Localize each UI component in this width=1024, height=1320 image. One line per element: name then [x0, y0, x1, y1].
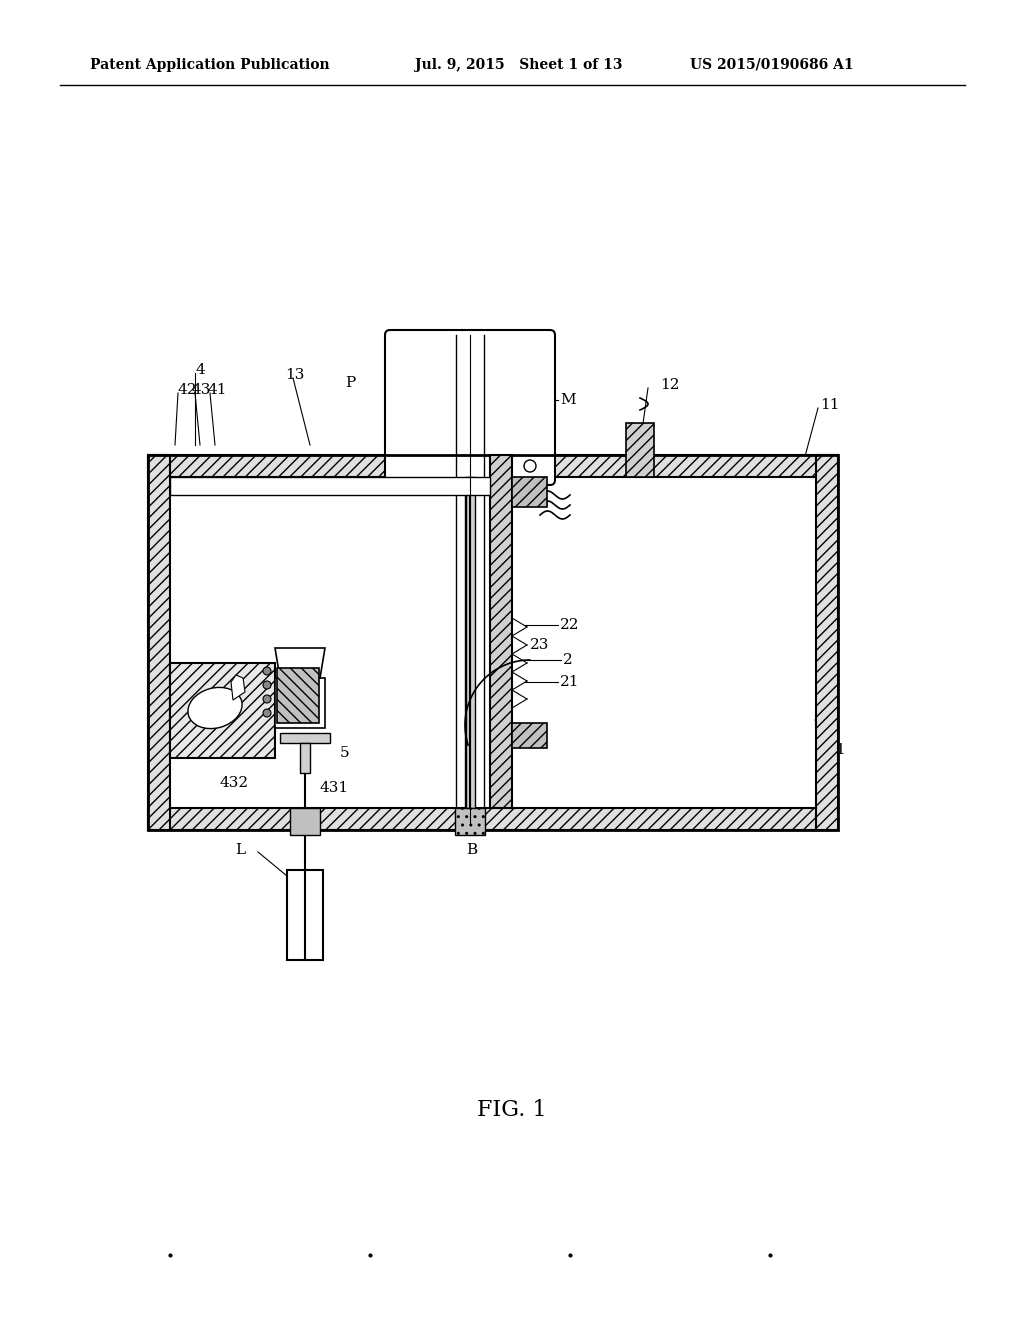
Bar: [148, 455, 838, 830]
Circle shape: [524, 459, 536, 473]
Bar: [287, 870, 323, 960]
Text: 14: 14: [395, 376, 415, 389]
Text: 21: 21: [560, 675, 580, 689]
Text: 432: 432: [220, 776, 249, 789]
Bar: [465, 477, 475, 808]
Bar: [148, 455, 838, 477]
Bar: [300, 743, 310, 774]
Circle shape: [263, 709, 271, 717]
Text: L: L: [234, 843, 245, 857]
Text: P: P: [345, 376, 355, 389]
Bar: [512, 477, 547, 507]
Text: 41: 41: [207, 383, 226, 397]
Bar: [275, 678, 325, 729]
Circle shape: [263, 681, 271, 689]
FancyBboxPatch shape: [385, 330, 555, 484]
Text: 22: 22: [560, 618, 580, 632]
Bar: [490, 455, 512, 808]
Text: B: B: [467, 843, 477, 857]
Text: 4: 4: [195, 363, 205, 378]
Polygon shape: [275, 648, 325, 678]
Bar: [455, 808, 485, 836]
Bar: [148, 808, 838, 830]
Bar: [170, 663, 275, 758]
Bar: [170, 477, 490, 495]
Text: US 2015/0190686 A1: US 2015/0190686 A1: [690, 58, 854, 73]
Bar: [173, 667, 272, 755]
Polygon shape: [231, 675, 245, 700]
Bar: [148, 455, 170, 830]
Text: M: M: [560, 393, 575, 408]
Text: Patent Application Publication: Patent Application Publication: [90, 58, 330, 73]
Text: 2: 2: [563, 653, 572, 667]
Text: 1: 1: [835, 743, 845, 756]
Bar: [280, 733, 330, 743]
Bar: [816, 455, 838, 830]
Circle shape: [263, 696, 271, 704]
Text: 13: 13: [285, 368, 304, 381]
Circle shape: [263, 667, 271, 675]
Text: 42: 42: [178, 383, 198, 397]
Text: FIG. 1: FIG. 1: [477, 1100, 547, 1121]
Text: Jul. 9, 2015   Sheet 1 of 13: Jul. 9, 2015 Sheet 1 of 13: [415, 58, 623, 73]
Text: 3: 3: [445, 383, 455, 397]
Text: 23: 23: [530, 638, 549, 652]
Text: 431: 431: [319, 781, 349, 795]
Ellipse shape: [188, 688, 242, 729]
Text: 5: 5: [340, 746, 349, 760]
Text: 11: 11: [820, 399, 840, 412]
Bar: [626, 422, 654, 477]
Bar: [290, 808, 319, 836]
Text: 12: 12: [660, 378, 680, 392]
Bar: [512, 723, 547, 748]
Text: 43: 43: [193, 383, 211, 397]
Bar: [278, 668, 319, 723]
